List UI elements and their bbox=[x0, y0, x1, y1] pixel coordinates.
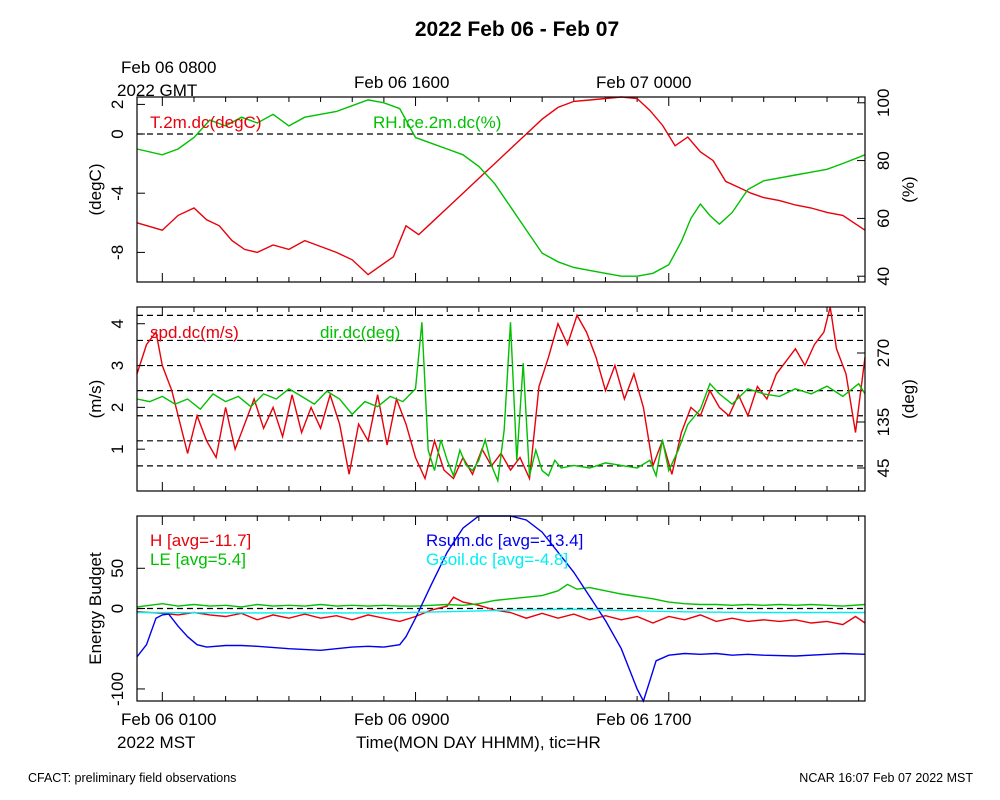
top-time-label-first-line1: Feb 06 0800 bbox=[121, 58, 216, 77]
footer-right: NCAR 16:07 Feb 07 2022 MST bbox=[799, 771, 973, 785]
y2-tick-label: 45 bbox=[874, 459, 893, 478]
y-tick-label: 2 bbox=[108, 403, 127, 412]
bottom-time-label-first-line1: Feb 06 0100 bbox=[121, 710, 216, 729]
x-axis-label: Time(MON DAY HHMM), tic=HR bbox=[356, 733, 601, 752]
y-tick-label: 1 bbox=[108, 444, 127, 453]
panel-frame bbox=[136, 96, 866, 283]
y2-tick-label: 135 bbox=[874, 408, 893, 436]
y2-axis-label: (deg) bbox=[899, 379, 918, 419]
y-axis-label: (degC) bbox=[86, 164, 105, 216]
y2-tick-label: 100 bbox=[874, 89, 893, 117]
chart-title: 2022 Feb 06 - Feb 07 bbox=[415, 18, 619, 41]
y-tick-label: 0 bbox=[108, 129, 127, 138]
y-tick-label: -4 bbox=[108, 186, 127, 201]
legend-label-0: T.2m.dc(degC) bbox=[150, 113, 261, 132]
y2-axis-label: (%) bbox=[899, 176, 918, 202]
bottom-time-label-third: Feb 06 1700 bbox=[596, 710, 691, 729]
y-tick-label: -100 bbox=[108, 672, 127, 706]
y-tick-label: 4 bbox=[108, 319, 127, 328]
y2-tick-label: 80 bbox=[874, 151, 893, 170]
y-axis-label: (m/s) bbox=[86, 380, 105, 419]
series-line-1 bbox=[136, 583, 866, 608]
y2-tick-label: 270 bbox=[874, 339, 893, 367]
y-tick-label: -8 bbox=[108, 245, 127, 260]
y-tick-label: 50 bbox=[108, 559, 127, 578]
top-time-label-third: Feb 07 0000 bbox=[596, 73, 691, 92]
top-time-label-second: Feb 06 1600 bbox=[354, 73, 449, 92]
legend-label-1: LE [avg=5.4] bbox=[150, 550, 246, 569]
bottom-time-label-second: Feb 06 0900 bbox=[354, 710, 449, 729]
bottom-time-label-first-line2: 2022 MST bbox=[117, 733, 195, 752]
legend-label-1: dir.dc(deg) bbox=[320, 323, 400, 342]
series-line-0 bbox=[136, 96, 866, 276]
legend-label-3: Gsoil.dc [avg=-4.8] bbox=[426, 550, 568, 569]
legend-label-0: spd.dc(m/s) bbox=[150, 323, 239, 342]
series-line-1 bbox=[136, 99, 866, 277]
series-line-0 bbox=[136, 596, 866, 626]
footer-left: CFACT: preliminary field observations bbox=[28, 771, 236, 785]
y-tick-label: 0 bbox=[108, 604, 127, 613]
series-line-3 bbox=[136, 608, 865, 614]
panel-frame bbox=[136, 306, 866, 492]
legend-label-0: H [avg=-11.7] bbox=[150, 531, 251, 550]
top-time-label-first-line2: 2022 GMT bbox=[117, 81, 197, 100]
series-line-1 bbox=[136, 322, 866, 484]
wind-panel: 4 3 2 1 270 135 45 (m/s) (deg) spd.dc(m/s) dir.dc(… bbox=[86, 306, 918, 492]
y2-tick-label: 40 bbox=[874, 267, 893, 286]
temperature-humidity-panel: 2 0 -4 -8 100 80 60 40 (degC) (%) T.2m.dc(degC) RH.… bbox=[86, 89, 918, 286]
y2-tick-label: 60 bbox=[874, 209, 893, 228]
legend-label-2: Rsum.dc [avg=-13.4] bbox=[426, 531, 583, 550]
y-tick-label: 3 bbox=[108, 361, 127, 370]
y-axis-label: Energy Budget bbox=[86, 552, 105, 665]
legend-label-1: RH.ice.2m.dc(%) bbox=[373, 113, 501, 132]
y-tick-label: 2 bbox=[108, 100, 127, 109]
